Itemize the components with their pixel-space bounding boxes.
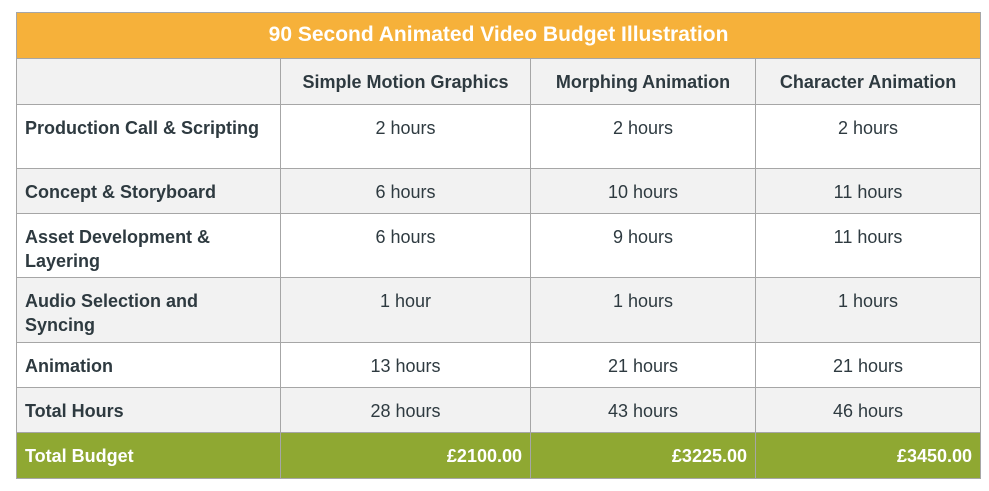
- budget-table: 90 Second Animated Video Budget Illustra…: [15, 12, 982, 479]
- table-title: 90 Second Animated Video Budget Illustra…: [15, 12, 982, 59]
- total-cell: £3450.00: [754, 432, 982, 479]
- header-character-animation: Character Animation: [754, 58, 982, 105]
- header-empty: [16, 58, 281, 105]
- total-budget-row: Total Budget £2100.00 £3225.00 £3450.00: [16, 432, 982, 479]
- cell: 28 hours: [280, 387, 531, 433]
- row-label: Audio Selection and Syncing: [16, 277, 281, 343]
- cell: 2 hours: [754, 104, 982, 169]
- cell: 1 hours: [754, 277, 982, 343]
- header-morphing-animation: Morphing Animation: [530, 58, 756, 105]
- total-cell: £2100.00: [280, 432, 531, 479]
- header-row: Simple Motion Graphics Morphing Animatio…: [16, 58, 982, 105]
- cell: 9 hours: [530, 213, 756, 278]
- cell: 6 hours: [280, 213, 531, 278]
- cell: 2 hours: [280, 104, 531, 169]
- cell: 13 hours: [280, 342, 531, 388]
- table-row: Concept & Storyboard 6 hours 10 hours 11…: [16, 168, 982, 214]
- header-simple-motion-graphics: Simple Motion Graphics: [280, 58, 531, 105]
- table-row: Asset Development & Layering 6 hours 9 h…: [16, 213, 982, 278]
- cell: 2 hours: [530, 104, 756, 169]
- cell: 21 hours: [530, 342, 756, 388]
- row-label: Production Call & Scripting: [16, 104, 281, 169]
- row-label: Concept & Storyboard: [16, 168, 281, 214]
- cell: 11 hours: [754, 213, 982, 278]
- cell: 43 hours: [530, 387, 756, 433]
- cell: 6 hours: [280, 168, 531, 214]
- row-label: Asset Development & Layering: [16, 213, 281, 278]
- table-row: Total Hours 28 hours 43 hours 46 hours: [16, 387, 982, 433]
- cell: 1 hour: [280, 277, 531, 343]
- title-row: 90 Second Animated Video Budget Illustra…: [15, 12, 982, 59]
- table-row: Audio Selection and Syncing 1 hour 1 hou…: [16, 277, 982, 343]
- row-label: Animation: [16, 342, 281, 388]
- cell: 46 hours: [754, 387, 982, 433]
- table-row: Production Call & Scripting 2 hours 2 ho…: [16, 104, 982, 169]
- cell: 10 hours: [530, 168, 756, 214]
- row-label: Total Hours: [16, 387, 281, 433]
- cell: 21 hours: [754, 342, 982, 388]
- cell: 1 hours: [530, 277, 756, 343]
- total-cell: £3225.00: [530, 432, 756, 479]
- row-label: Total Budget: [16, 432, 281, 479]
- table-row: Animation 13 hours 21 hours 21 hours: [16, 342, 982, 388]
- cell: 11 hours: [754, 168, 982, 214]
